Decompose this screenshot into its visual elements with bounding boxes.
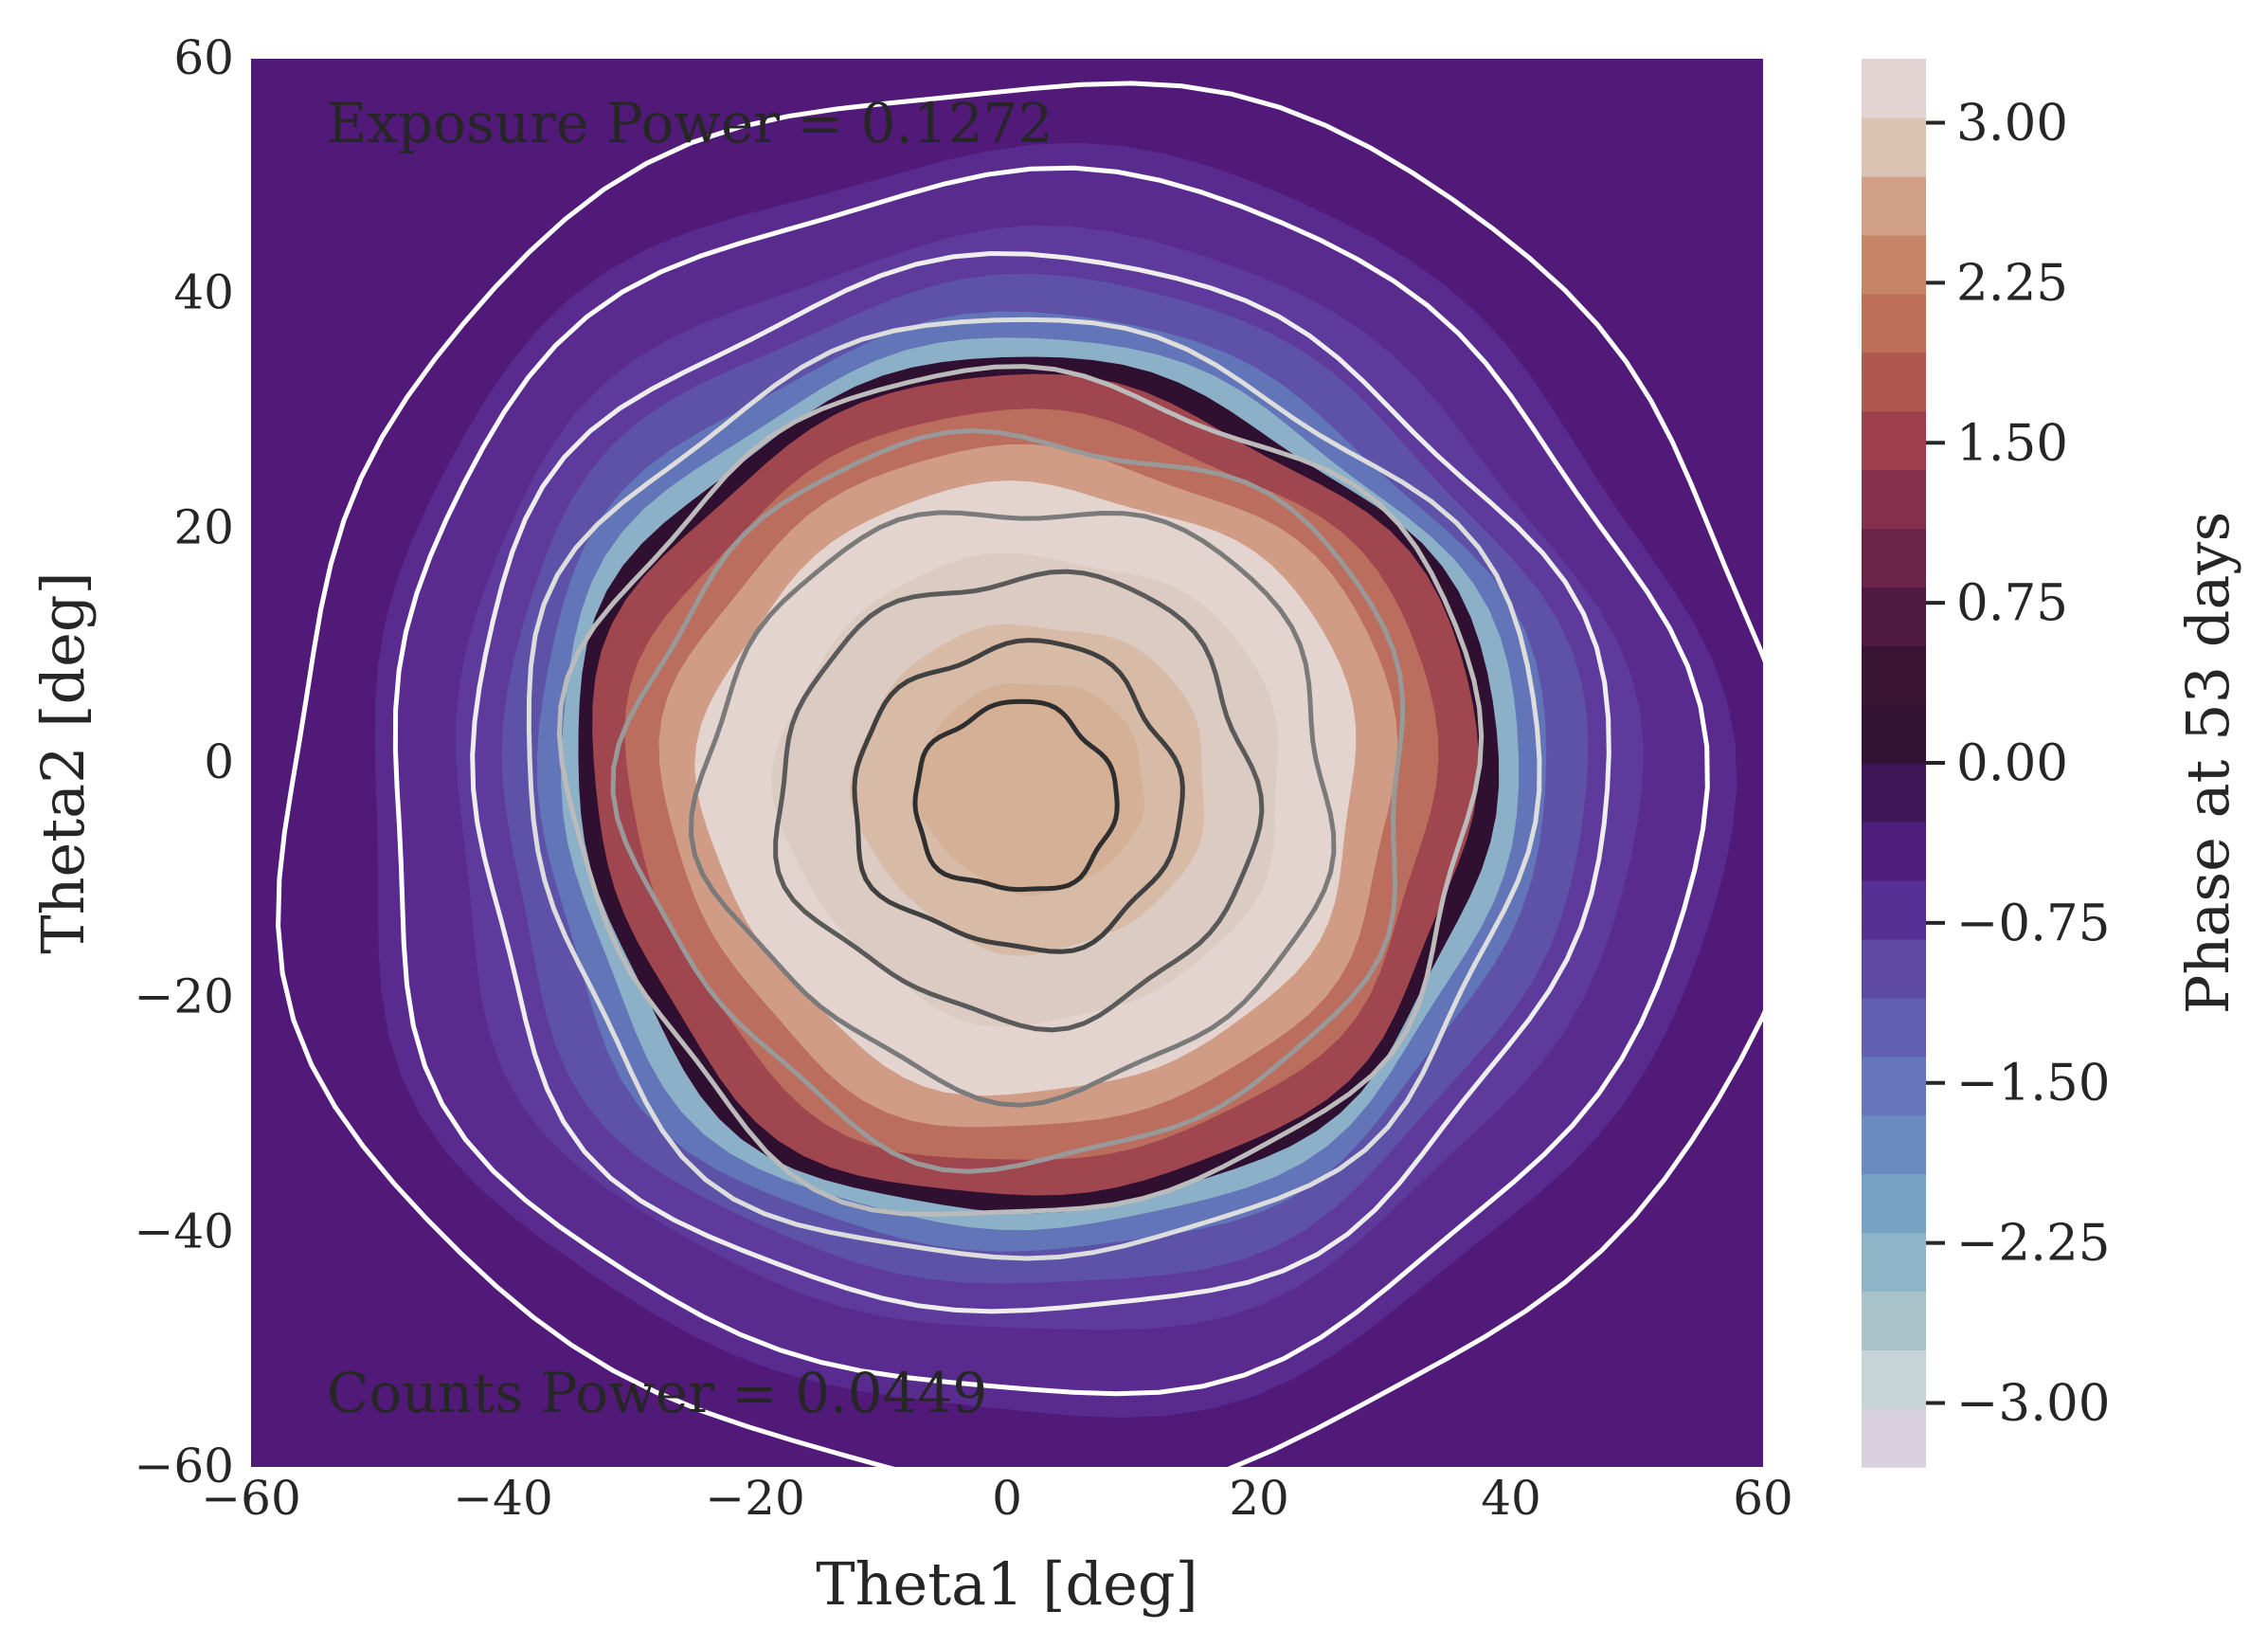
colorbar: 3.00 2.25 1.50 0.75 0.00 −0.75 −1.50 −2.25 −3.00 [1862, 59, 2110, 1468]
density-contour-6 [688, 510, 1337, 1108]
density-contour-9 [912, 698, 1120, 893]
colorbar-tick-label-7: −2.25 [1956, 1215, 2110, 1273]
y-tick-label-0: −60 [134, 1439, 234, 1493]
colorbar-band-16 [1862, 469, 1926, 530]
colorbar-band-22 [1862, 117, 1926, 177]
colorbar-tick-label-5: −0.75 [1956, 895, 2110, 952]
x-tick-label-1: −40 [453, 1471, 553, 1526]
x-tick-label-5: 40 [1481, 1471, 1541, 1526]
colorbar-band-5 [1862, 1114, 1926, 1175]
y-tick-label-4: 20 [173, 499, 234, 554]
density-contour-1 [392, 165, 1710, 1397]
exposure-power-annotation: Exposure Power = 0.1272 [327, 91, 1053, 155]
density-contour-4 [556, 364, 1485, 1218]
colorbar-bands [1862, 59, 1926, 1468]
y-tick-label-3: 0 [204, 734, 234, 789]
colorbar-band-21 [1862, 175, 1926, 236]
x-tick-label-6: 60 [1733, 1471, 1793, 1526]
colorbar-band-0 [1862, 1408, 1926, 1468]
colorbar-label: Phase at 53 days [2173, 512, 2242, 1015]
colorbar-band-19 [1862, 293, 1926, 353]
x-axis-ticks: −60 −40 −20 0 20 40 60 [201, 1471, 1793, 1526]
y-axis-label: Theta2 [deg] [28, 571, 98, 953]
colorbar-band-11 [1862, 763, 1926, 823]
density-contour-0 [276, 81, 1763, 1467]
x-tick-label-4: 20 [1229, 1471, 1289, 1526]
colorbar-band-4 [1862, 1173, 1926, 1234]
density-contour-2 [470, 250, 1611, 1314]
density-contour-8 [852, 638, 1185, 954]
colorbar-band-17 [1862, 410, 1926, 471]
heatmap-plot-area [251, 59, 1763, 1467]
colorbar-tick-label-0: 3.00 [1956, 95, 2068, 153]
colorbar-band-12 [1862, 704, 1926, 764]
colorbar-band-8 [1862, 938, 1926, 999]
colorbar-tick-label-6: −1.50 [1956, 1055, 2110, 1113]
colorbar-band-10 [1862, 821, 1926, 881]
density-contour-lines [276, 81, 1763, 1467]
colorbar-band-14 [1862, 587, 1926, 646]
y-tick-label-5: 40 [173, 265, 234, 320]
x-tick-label-2: −20 [705, 1471, 805, 1526]
colorbar-band-18 [1862, 352, 1926, 412]
colorbar-band-3 [1862, 1232, 1926, 1293]
density-contour-5 [610, 427, 1406, 1174]
colorbar-band-9 [1862, 879, 1926, 940]
colorbar-band-13 [1862, 645, 1926, 705]
y-tick-label-1: −40 [134, 1204, 234, 1258]
colorbar-tick-label-4: 0.00 [1956, 734, 2068, 792]
colorbar-band-2 [1862, 1291, 1926, 1350]
colorbar-band-7 [1862, 997, 1926, 1058]
y-tick-label-2: −20 [134, 969, 234, 1024]
x-tick-label-3: 0 [992, 1471, 1022, 1526]
colorbar-tick-label-1: 2.25 [1956, 254, 2068, 312]
colorbar-tick-label-2: 1.50 [1956, 414, 2068, 472]
colorbar-ticks: 3.00 2.25 1.50 0.75 0.00 −0.75 −1.50 −2.25 −3.00 [1926, 95, 2110, 1432]
density-contour-7 [773, 569, 1265, 1033]
phase-band-12 [915, 683, 1144, 896]
density-contour-3 [526, 317, 1542, 1261]
colorbar-tick-label-3: 0.75 [1956, 574, 2068, 632]
counts-power-annotation: Counts Power = 0.0449 [327, 1361, 987, 1425]
y-axis-ticks: −60 −40 −20 0 20 40 60 [134, 30, 234, 1493]
colorbar-band-23 [1862, 59, 1926, 118]
colorbar-band-6 [1862, 1056, 1926, 1116]
colorbar-tick-label-8: −3.00 [1956, 1374, 2110, 1432]
colorbar-band-1 [1862, 1349, 1926, 1409]
colorbar-band-15 [1862, 528, 1926, 588]
colorbar-band-20 [1862, 234, 1926, 295]
x-tick-label-0: −60 [201, 1471, 301, 1526]
y-tick-label-6: 60 [173, 30, 234, 85]
x-axis-label: Theta1 [deg] [816, 1549, 1197, 1619]
